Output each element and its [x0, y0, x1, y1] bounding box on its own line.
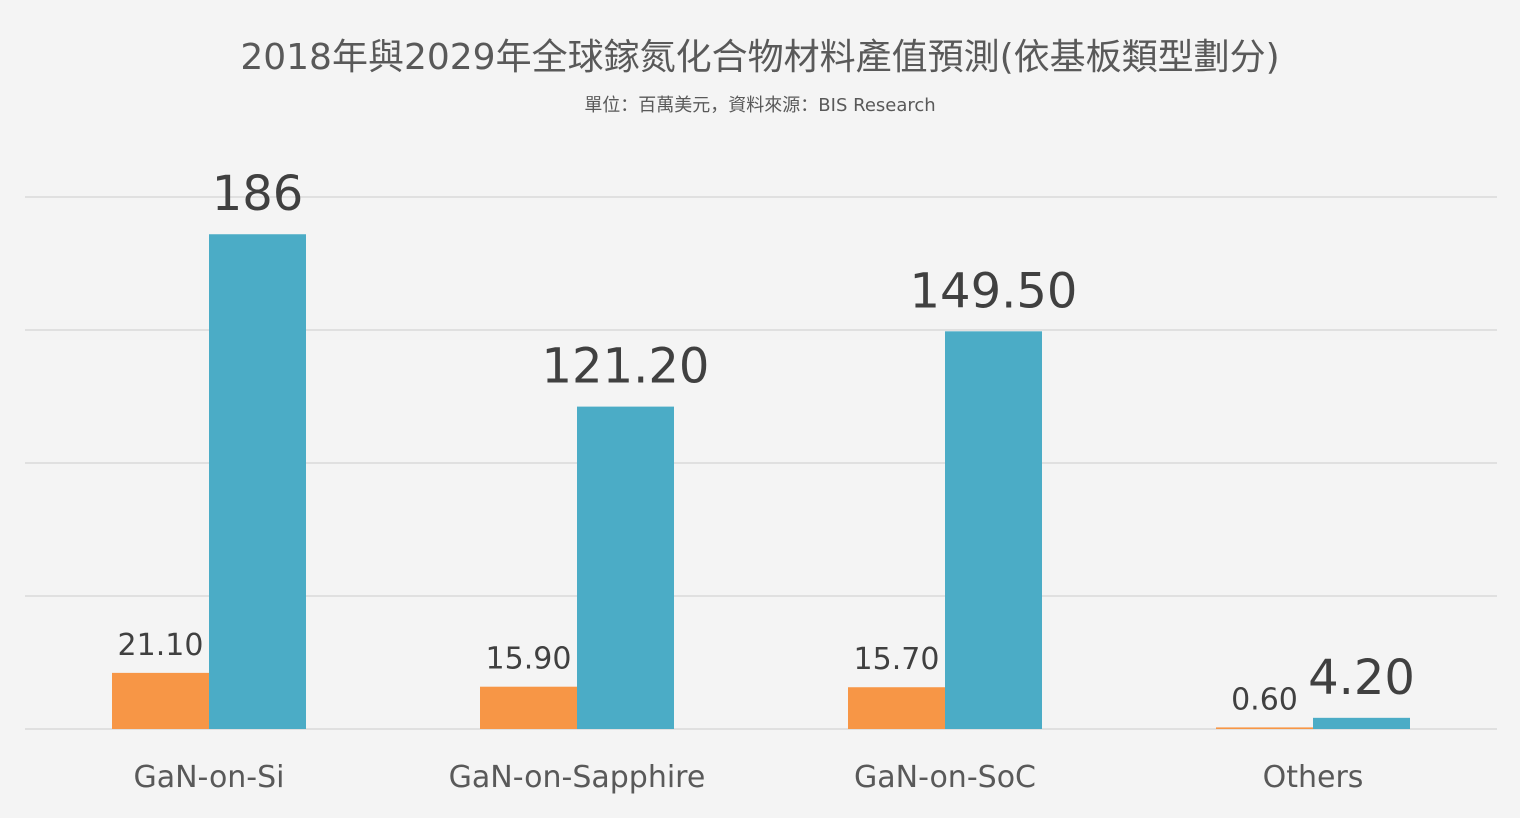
chart-subtitle: 單位：百萬美元，資料來源：BIS Research — [584, 95, 936, 116]
data-label: 121.20 — [542, 339, 710, 395]
chart-title: 2018年與2029年全球鎵氮化合物材料產值預測(依基板類型劃分) — [240, 37, 1280, 78]
x-tick-label: GaN-on-Si — [133, 760, 284, 795]
data-label: 15.70 — [854, 642, 940, 677]
data-label: 21.10 — [118, 628, 204, 663]
data-label: 186 — [212, 166, 304, 222]
bar — [480, 686, 577, 729]
data-label: 149.50 — [910, 263, 1078, 319]
data-label: 15.90 — [486, 642, 572, 677]
bar — [945, 331, 1042, 729]
x-tick-label: Others — [1263, 760, 1364, 795]
bar — [577, 406, 674, 729]
bar — [112, 672, 209, 729]
bar — [1216, 727, 1313, 729]
bar — [848, 687, 945, 729]
data-label: 0.60 — [1231, 682, 1298, 717]
x-tick-label: GaN-on-SoC — [854, 760, 1036, 795]
x-tick-label: GaN-on-Sapphire — [449, 760, 706, 795]
data-label: 4.20 — [1308, 650, 1415, 706]
bar — [1313, 717, 1410, 729]
bar — [209, 234, 306, 730]
